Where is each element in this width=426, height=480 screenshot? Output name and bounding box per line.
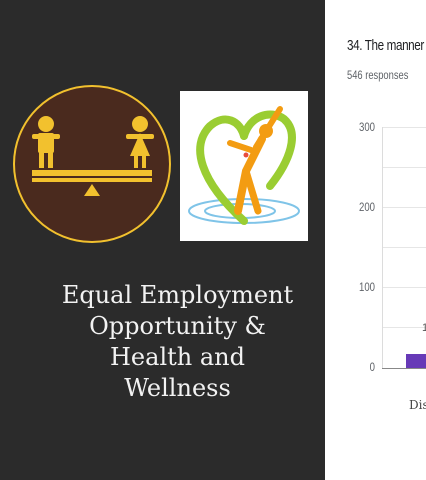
y-tick-100: 100	[358, 280, 375, 294]
left-panel: Equal Employment Opportunity & Health an…	[12, 84, 315, 404]
grid-line	[382, 247, 426, 248]
y-tick-300: 300	[358, 120, 375, 134]
title-line: Equal Employment	[61, 281, 294, 309]
page-title: Equal Employment Opportunity & Health an…	[40, 280, 315, 404]
question-title: 34. The manner	[347, 37, 424, 54]
survey-chart-panel: 34. The manner 546 responses 300 200 100…	[325, 0, 426, 480]
bar	[406, 354, 426, 368]
title-line: Wellness	[124, 374, 231, 402]
balance-seesaw-icon	[13, 85, 171, 243]
x-category-label: Dis	[409, 398, 426, 412]
grid-line	[382, 127, 426, 128]
heart-person-icon	[188, 106, 300, 225]
grid-line	[382, 327, 426, 328]
grid-line	[382, 167, 426, 168]
grid-line	[382, 207, 426, 208]
y-tick-0: 0	[369, 360, 375, 374]
bar-data-label: 1	[422, 322, 426, 334]
y-tick-200: 200	[358, 200, 375, 214]
y-axis	[382, 127, 383, 368]
response-count: 546 responses	[347, 68, 409, 82]
wellness-logo	[180, 91, 308, 241]
title-line: Health and	[110, 343, 245, 371]
title-line: Opportunity &	[89, 312, 266, 340]
equal-employment-logo	[12, 84, 172, 244]
grid-line	[382, 287, 426, 288]
x-axis	[382, 368, 426, 369]
